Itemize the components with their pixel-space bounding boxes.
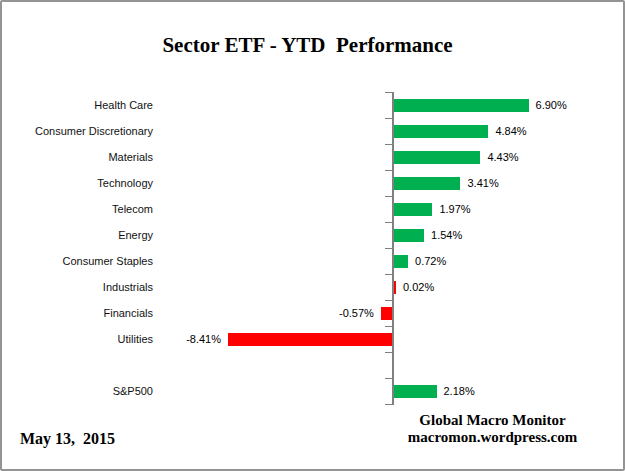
category-label-consumer-discretionary: Consumer Discretionary (2, 125, 153, 137)
value-label-technology: 3.41% (467, 177, 498, 189)
attribution-source: Global Macro Monitor (370, 412, 615, 429)
bar-s-p500 (394, 385, 437, 398)
value-label-consumer-staples: 0.72% (415, 255, 446, 267)
value-label-financials: -0.57% (339, 307, 374, 319)
bar-health-care (394, 99, 529, 112)
axis-tick (385, 92, 392, 93)
plot-area: Health Care 6.90% Consumer Discretionary 4.… (2, 2, 625, 471)
axis-tick (385, 300, 392, 301)
axis-tick (385, 352, 392, 353)
bar-consumer-staples (394, 255, 408, 268)
axis-tick (385, 196, 392, 197)
value-label-health-care: 6.90% (536, 99, 567, 111)
value-label-telecom: 1.97% (439, 203, 470, 215)
category-label-consumer-staples: Consumer Staples (2, 255, 153, 267)
axis-tick (385, 170, 392, 171)
bar-technology (394, 177, 460, 190)
axis-tick (385, 326, 392, 327)
bar-industrials (394, 281, 396, 294)
category-label-technology: Technology (2, 177, 153, 189)
category-label-financials: Financials (2, 307, 153, 319)
axis-tick (385, 118, 392, 119)
bar-financials (381, 307, 392, 320)
bar-consumer-discretionary (394, 125, 488, 138)
date-label: May 13, 2015 (20, 430, 115, 448)
value-label-industrials: 0.02% (403, 281, 434, 293)
value-label-s-p500: 2.18% (444, 385, 475, 397)
category-label-energy: Energy (2, 229, 153, 241)
attribution-url: macromon.wordpress.com (370, 429, 615, 446)
axis-tick (385, 378, 392, 379)
axis-tick (385, 274, 392, 275)
axis-tick (385, 222, 392, 223)
bar-telecom (394, 203, 432, 216)
value-label-utilities: -8.41% (186, 333, 221, 345)
zero-axis-line (392, 92, 394, 405)
value-label-materials: 4.43% (487, 151, 518, 163)
axis-tick (385, 404, 392, 405)
category-label-industrials: Industrials (2, 281, 153, 293)
value-label-consumer-discretionary: 4.84% (495, 125, 526, 137)
category-label-utilities: Utilities (2, 333, 153, 345)
axis-tick (385, 144, 392, 145)
category-label-materials: Materials (2, 151, 153, 163)
bar-materials (394, 151, 480, 164)
category-label-telecom: Telecom (2, 203, 153, 215)
bar-utilities (228, 333, 392, 346)
attribution: Global Macro Monitor macromon.wordpress.… (370, 412, 615, 446)
axis-tick (385, 248, 392, 249)
category-label-s-p500: S&P500 (2, 385, 153, 397)
bar-energy (394, 229, 424, 242)
value-label-energy: 1.54% (431, 229, 462, 241)
category-label-health-care: Health Care (2, 99, 153, 111)
chart-canvas: Sector ETF - YTD Performance Health Care… (0, 0, 625, 471)
